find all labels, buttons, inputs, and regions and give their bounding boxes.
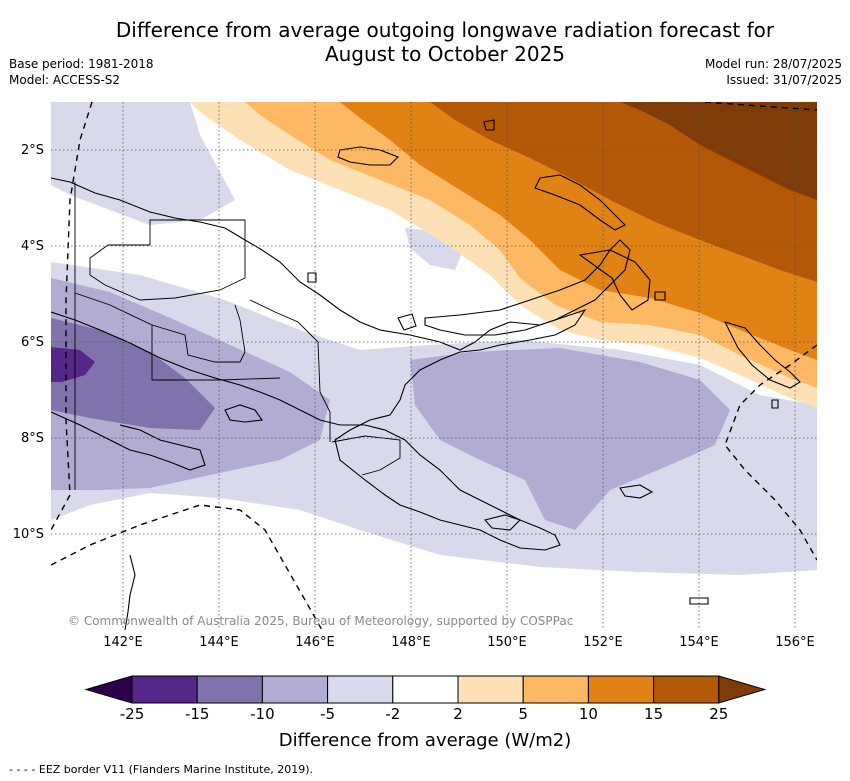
colorbar-extend-high bbox=[718, 675, 767, 704]
colorbar-segment-3 bbox=[261, 675, 329, 704]
lon-label-146e: 146°E bbox=[295, 635, 335, 650]
lon-label-154e: 154°E bbox=[679, 635, 719, 650]
lat-label-4s: 4°S bbox=[20, 239, 44, 254]
colorbar-segment-1 bbox=[131, 675, 198, 704]
copyright-notice: © Commonwealth of Australia 2025, Bureau… bbox=[68, 614, 574, 628]
small-island-6 bbox=[771, 399, 779, 409]
bougainville-coast bbox=[723, 321, 801, 389]
new-guinea-coast bbox=[51, 177, 587, 551]
map-area bbox=[51, 102, 817, 630]
png-province-border-4 bbox=[331, 435, 401, 476]
meta-left: Base period: 1981-2018 Model: ACCESS-S2 bbox=[9, 56, 154, 88]
eez-east bbox=[724, 344, 817, 561]
colorbar-segment-2 bbox=[196, 675, 263, 704]
lon-label-150e: 150°E bbox=[487, 635, 527, 650]
meta-right: Model run: 28/07/2025 Issued: 31/07/2025 bbox=[705, 56, 842, 88]
colorbar-segment-4 bbox=[327, 675, 394, 704]
dentrecasteaux-islands bbox=[483, 514, 522, 531]
cape-york bbox=[124, 554, 136, 630]
lon-label-142e: 142°E bbox=[103, 635, 143, 650]
colorbar-extend-low bbox=[84, 675, 133, 704]
band-minus-15-10 bbox=[51, 318, 215, 430]
provincial-borders bbox=[74, 182, 401, 490]
png-province-border-3 bbox=[249, 299, 331, 442]
colorbar-tick-label: -15 bbox=[184, 705, 210, 723]
band-minus-10-5-central bbox=[410, 348, 730, 530]
map-title: Difference from average outgoing longwav… bbox=[90, 18, 800, 66]
band-minus-5-2-blob bbox=[405, 228, 463, 270]
lon-label-156e: 156°E bbox=[775, 635, 815, 650]
new-britain-coast bbox=[424, 239, 631, 336]
band-over-25 bbox=[620, 102, 817, 200]
png-province-border-2 bbox=[151, 304, 246, 363]
colorbar-title: Difference from average (W/m2) bbox=[278, 730, 572, 751]
title-line-1: Difference from average outgoing longwav… bbox=[115, 18, 775, 42]
colorbar-tick-label: -25 bbox=[119, 705, 145, 723]
eez-south bbox=[51, 504, 323, 630]
colorbar-segment-9 bbox=[653, 675, 720, 704]
colorbar-tick-label: 15 bbox=[644, 705, 664, 723]
colorbar-segment-7 bbox=[522, 675, 589, 704]
colorbar-tick-label: -10 bbox=[250, 705, 275, 723]
colorbar-tick-label: 10 bbox=[578, 705, 598, 723]
graticule bbox=[51, 102, 817, 630]
eez-west bbox=[51, 102, 93, 531]
base-period: Base period: 1981-2018 bbox=[9, 57, 154, 71]
papua-province-border bbox=[74, 292, 281, 381]
new-ireland-coast bbox=[578, 249, 651, 311]
title-line-2: August to October 2025 bbox=[324, 42, 566, 66]
small-island-4 bbox=[654, 291, 666, 301]
issued-date: Issued: 31/07/2025 bbox=[726, 73, 842, 87]
lat-label-6s: 6°S bbox=[20, 335, 44, 350]
small-island-1 bbox=[483, 119, 495, 131]
colorbar-tick-label: -2 bbox=[385, 705, 401, 723]
colorbar bbox=[84, 675, 767, 704]
coastlines bbox=[51, 119, 801, 630]
colorbar-tick-label: -5 bbox=[320, 705, 336, 723]
torres-islands bbox=[224, 404, 263, 423]
colorbar-segment-5 bbox=[392, 675, 459, 704]
colorbar-tick-label: 25 bbox=[709, 705, 729, 723]
band-minus-5-2-north bbox=[51, 102, 235, 225]
small-island-2 bbox=[397, 313, 417, 331]
southwest-coast bbox=[51, 411, 206, 471]
png-province-border-1 bbox=[89, 219, 246, 301]
louisiade-islands bbox=[619, 484, 654, 499]
lat-label-8s: 8°S bbox=[20, 431, 44, 446]
lon-label-148e: 148°E bbox=[391, 635, 431, 650]
model-name: Model: ACCESS-S2 bbox=[9, 73, 121, 87]
small-island-3 bbox=[307, 272, 317, 283]
eez-borders bbox=[51, 102, 817, 630]
lat-label-2s: 2°S bbox=[20, 143, 44, 158]
colorbar-tick-label: 2 bbox=[453, 705, 463, 723]
small-island-5 bbox=[689, 597, 709, 605]
lon-label-144e: 144°E bbox=[199, 635, 239, 650]
colorbar-segment-8 bbox=[587, 675, 655, 704]
eez-northeast bbox=[704, 102, 817, 111]
model-run: Model run: 28/07/2025 bbox=[704, 57, 842, 71]
colorbar-tick-label: 5 bbox=[518, 705, 528, 723]
manus-island bbox=[337, 146, 399, 166]
new-ireland-north bbox=[534, 174, 626, 231]
eez-footnote: - - - - EEZ border V11 (Flanders Marine … bbox=[9, 763, 314, 776]
colorbar-segment-6 bbox=[457, 675, 524, 704]
lat-label-10s: 10°S bbox=[12, 527, 44, 542]
lon-label-152e: 152°E bbox=[583, 635, 623, 650]
band-minus-25-15 bbox=[51, 347, 95, 382]
